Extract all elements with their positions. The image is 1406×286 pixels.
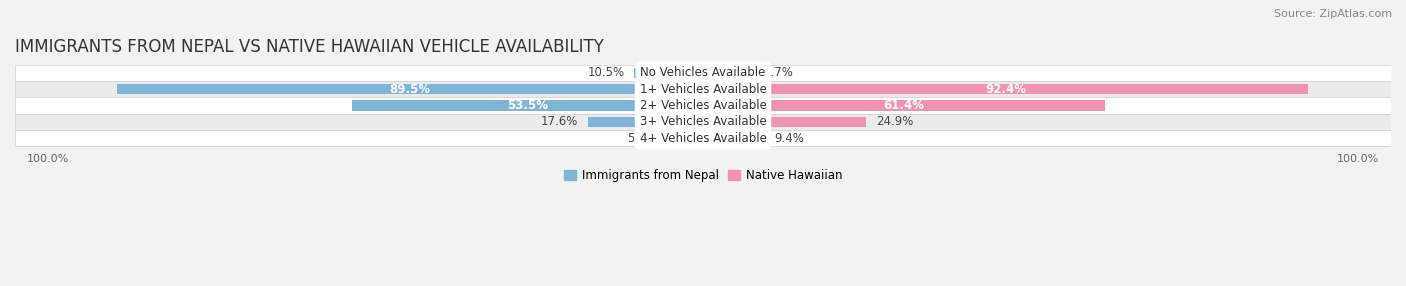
FancyBboxPatch shape <box>15 130 1391 146</box>
Bar <box>703 100 1105 111</box>
Legend: Immigrants from Nepal, Native Hawaiian: Immigrants from Nepal, Native Hawaiian <box>560 164 846 186</box>
Text: 10.5%: 10.5% <box>588 66 624 79</box>
Text: 2+ Vehicles Available: 2+ Vehicles Available <box>640 99 766 112</box>
Bar <box>703 68 754 78</box>
Bar <box>703 133 765 143</box>
Text: 3+ Vehicles Available: 3+ Vehicles Available <box>640 116 766 128</box>
Text: 4+ Vehicles Available: 4+ Vehicles Available <box>640 132 766 145</box>
Text: 92.4%: 92.4% <box>986 83 1026 96</box>
Bar <box>117 84 703 94</box>
Text: 24.9%: 24.9% <box>876 116 914 128</box>
Text: 17.6%: 17.6% <box>540 116 578 128</box>
Text: 7.7%: 7.7% <box>763 66 793 79</box>
FancyBboxPatch shape <box>15 114 1391 130</box>
Text: 89.5%: 89.5% <box>389 83 430 96</box>
FancyBboxPatch shape <box>15 65 1391 81</box>
Text: 9.4%: 9.4% <box>775 132 804 145</box>
Text: 53.5%: 53.5% <box>508 99 548 112</box>
Text: 5.6%: 5.6% <box>627 132 657 145</box>
Text: Source: ZipAtlas.com: Source: ZipAtlas.com <box>1274 9 1392 19</box>
Text: 61.4%: 61.4% <box>883 99 925 112</box>
Bar <box>588 117 703 127</box>
Bar <box>353 100 703 111</box>
FancyBboxPatch shape <box>15 97 1391 114</box>
Bar <box>703 117 866 127</box>
FancyBboxPatch shape <box>15 81 1391 97</box>
Text: 1+ Vehicles Available: 1+ Vehicles Available <box>640 83 766 96</box>
Bar <box>703 84 1309 94</box>
Bar <box>666 133 703 143</box>
Bar <box>634 68 703 78</box>
Text: IMMIGRANTS FROM NEPAL VS NATIVE HAWAIIAN VEHICLE AVAILABILITY: IMMIGRANTS FROM NEPAL VS NATIVE HAWAIIAN… <box>15 38 603 56</box>
Text: No Vehicles Available: No Vehicles Available <box>640 66 766 79</box>
